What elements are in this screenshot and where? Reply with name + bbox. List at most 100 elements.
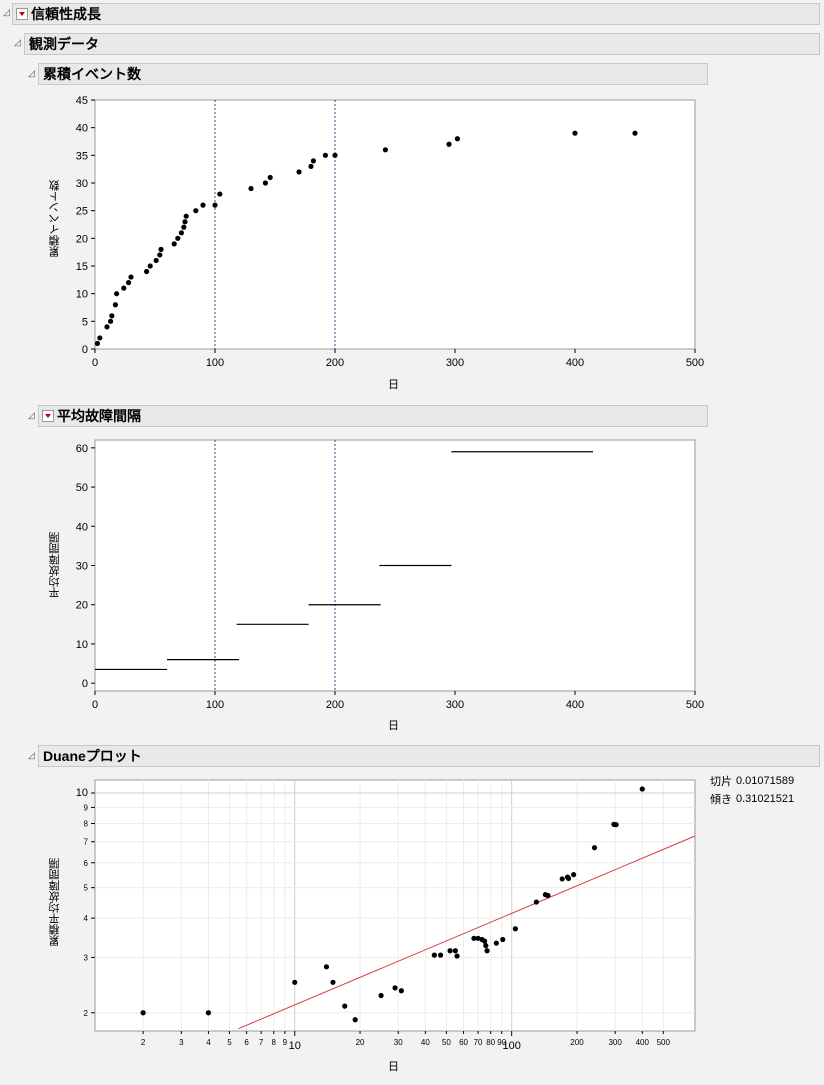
- x-minor-tick-label: 60: [459, 1038, 468, 1047]
- data-point: [378, 992, 384, 999]
- data-point: [94, 340, 100, 347]
- data-point: [352, 1017, 358, 1023]
- duane-fit-stats: 切片 0.01071589 傾き 0.31021521: [710, 773, 798, 809]
- data-point: [171, 241, 177, 247]
- collapse-triangle-icon[interactable]: ◿: [3, 7, 10, 17]
- data-point: [392, 985, 398, 991]
- data-point: [475, 935, 481, 941]
- data-point: [323, 964, 330, 970]
- collapse-triangle-icon[interactable]: ◿: [28, 750, 35, 760]
- x-axis-label: 日: [388, 379, 399, 391]
- data-point: [452, 948, 458, 954]
- x-minor-tick-label: 5: [227, 1038, 232, 1047]
- x-tick-label: 0: [92, 699, 98, 711]
- y-tick-label: 40: [76, 123, 88, 135]
- x-minor-tick-label: 90: [497, 1038, 506, 1047]
- data-point: [533, 899, 539, 905]
- data-point: [632, 130, 638, 136]
- y-tick-label: 5: [82, 316, 88, 328]
- data-point: [493, 940, 499, 946]
- header-title: 観測データ: [29, 36, 99, 52]
- x-minor-tick-label: 2: [141, 1038, 146, 1047]
- header-duane-plot[interactable]: Duaneプロット: [38, 745, 820, 767]
- x-minor-tick-label: 200: [570, 1038, 584, 1047]
- y-tick-label: 30: [76, 561, 88, 573]
- data-point: [108, 318, 114, 324]
- data-point: [431, 952, 437, 958]
- y-tick-label: 20: [76, 233, 88, 245]
- y-axis-label: 平均故障間隔: [49, 532, 61, 598]
- x-tick-label: 500: [686, 699, 704, 711]
- y-tick-label: 25: [76, 206, 88, 218]
- y-tick-label: 45: [76, 95, 88, 107]
- x-minor-tick-label: 80: [486, 1038, 495, 1047]
- y-tick-label: 10: [76, 289, 88, 301]
- data-point: [178, 230, 184, 236]
- header-mtbf[interactable]: 平均故障間隔: [38, 405, 708, 427]
- y-axis-label: 累積イベント数: [49, 180, 61, 257]
- data-point: [147, 263, 153, 269]
- y-tick-label: 5: [84, 884, 89, 893]
- x-minor-tick-label: 50: [442, 1038, 451, 1047]
- x-minor-tick-label: 9: [283, 1038, 288, 1047]
- red-triangle-menu-icon[interactable]: [16, 8, 28, 20]
- data-point: [175, 235, 181, 241]
- y-tick-label: 60: [76, 443, 88, 455]
- x-tick-label: 100: [206, 357, 224, 369]
- header-title: 信頼性成長: [31, 6, 101, 22]
- data-point: [639, 786, 645, 792]
- data-point: [212, 202, 218, 208]
- data-point: [483, 943, 489, 949]
- data-point: [471, 935, 477, 941]
- y-tick-label: 20: [76, 600, 88, 612]
- data-point: [571, 872, 577, 878]
- x-minor-tick-label: 8: [272, 1038, 277, 1047]
- x-major-tick-label: 100: [502, 1040, 520, 1052]
- data-point: [128, 274, 134, 280]
- data-point: [109, 313, 115, 319]
- data-point: [481, 938, 488, 944]
- data-point: [613, 822, 619, 828]
- data-point: [267, 174, 273, 181]
- data-point: [182, 219, 188, 225]
- data-point: [545, 892, 551, 899]
- data-point: [181, 224, 187, 230]
- collapse-triangle-icon[interactable]: ◿: [28, 68, 35, 78]
- x-tick-label: 500: [686, 357, 704, 369]
- data-point: [112, 302, 118, 308]
- x-tick-label: 300: [446, 357, 464, 369]
- y-tick-label: 35: [76, 150, 88, 162]
- y-tick-label: 10: [76, 639, 88, 651]
- data-point: [342, 1003, 348, 1009]
- data-point: [153, 257, 159, 264]
- y-tick-label: 15: [76, 261, 88, 273]
- fit-line: [238, 835, 696, 1030]
- collapse-triangle-icon[interactable]: ◿: [14, 37, 21, 47]
- data-point: [121, 285, 127, 291]
- y-tick-label: 30: [76, 178, 88, 190]
- x-tick-label: 200: [326, 357, 344, 369]
- data-point: [559, 876, 565, 882]
- header-title: 平均故障間隔: [57, 408, 141, 424]
- data-point: [217, 191, 223, 197]
- data-point: [330, 979, 336, 985]
- data-point: [484, 948, 490, 954]
- data-point: [447, 948, 453, 954]
- x-minor-tick-label: 500: [657, 1038, 671, 1047]
- data-point: [144, 268, 150, 275]
- x-minor-tick-label: 20: [356, 1038, 365, 1047]
- header-observed-data[interactable]: 観測データ: [24, 33, 820, 55]
- collapse-triangle-icon[interactable]: ◿: [28, 410, 35, 420]
- x-tick-label: 200: [326, 699, 344, 711]
- data-point: [512, 926, 518, 932]
- data-point: [322, 152, 328, 158]
- intercept-value: 0.01071589: [736, 775, 795, 787]
- red-triangle-menu-icon[interactable]: [42, 410, 54, 422]
- x-minor-tick-label: 300: [608, 1038, 622, 1047]
- data-point: [500, 936, 506, 943]
- header-reliability-growth[interactable]: 信頼性成長: [12, 3, 820, 25]
- header-cumulative-events[interactable]: 累積イベント数: [38, 63, 708, 85]
- y-tick-label: 9: [84, 803, 89, 812]
- data-point: [446, 141, 452, 147]
- header-title: Duaneプロット: [43, 748, 142, 764]
